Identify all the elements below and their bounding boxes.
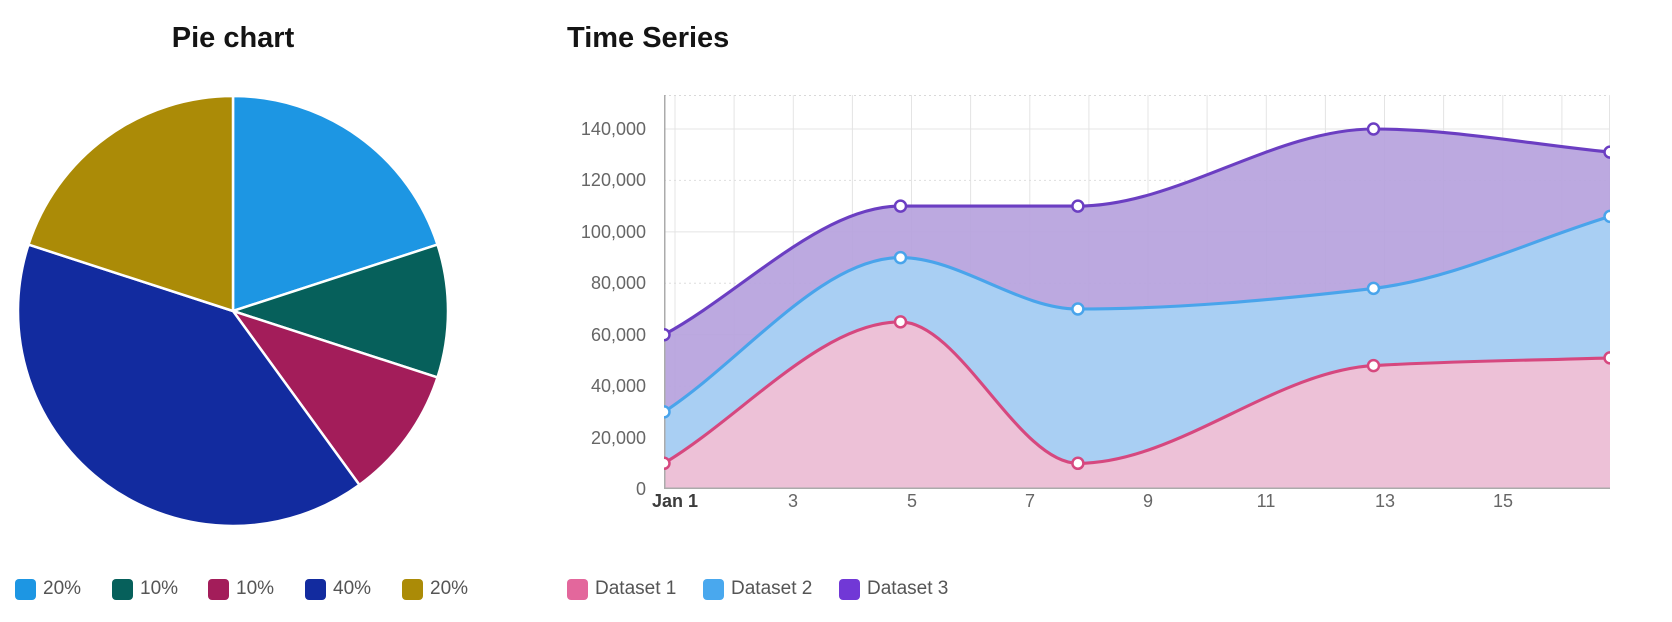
legend-swatch: [305, 578, 326, 600]
legend-swatch: [567, 578, 588, 600]
dataset-2-point-marker[interactable]: [893, 250, 908, 265]
legend-label: Dataset 1: [595, 578, 677, 599]
dataset-2-point-marker[interactable]: [664, 405, 671, 419]
legend-label: 20%: [43, 578, 82, 599]
series-legend-item-1[interactable]: Dataset 1: [567, 578, 676, 600]
pie-legend-item-4[interactable]: 40%: [305, 578, 371, 600]
legend-label: 10%: [140, 578, 179, 599]
legend-swatch: [112, 578, 133, 600]
y-axis-tick-label: 40,000: [590, 376, 646, 396]
legend-swatch: [402, 578, 423, 600]
pie-legend-item-5[interactable]: 20%: [402, 578, 468, 600]
legend-swatch: [208, 578, 229, 600]
dataset-3-point-marker[interactable]: [893, 199, 908, 213]
legend-swatch: [839, 578, 860, 600]
pie-legend-item-3[interactable]: 10%: [208, 578, 274, 600]
x-axis-tick-label: 13: [1374, 491, 1396, 511]
x-axis-tick-label: 11: [1256, 491, 1276, 511]
dataset-3-point-marker[interactable]: [1071, 199, 1085, 213]
y-axis-tick-label: 0: [635, 479, 646, 499]
dataset-2-point-marker[interactable]: [1366, 281, 1381, 296]
x-axis-tick-label: 7: [1024, 491, 1035, 511]
time-series-title: Time Series: [567, 22, 730, 54]
y-axis-tick-label: 140,000: [580, 119, 646, 139]
pie-slice-4[interactable]: [16, 243, 361, 528]
legend-swatch: [703, 578, 724, 600]
legend-label: 40%: [333, 578, 372, 599]
legend-label: Dataset 2: [731, 578, 813, 599]
dataset-1-point-marker[interactable]: [1071, 456, 1085, 471]
y-axis-tick-label: 80,000: [590, 273, 646, 293]
pie-chart-title: Pie chart: [171, 22, 295, 54]
y-axis-tick-label: 60,000: [590, 325, 646, 345]
dataset-1-point-marker[interactable]: [1603, 351, 1611, 365]
pie-slice-3[interactable]: [231, 309, 439, 487]
dataset-1-point-marker[interactable]: [1366, 358, 1381, 373]
y-axis-tick-label: 100,000: [580, 222, 646, 242]
dataset-3-line: [664, 127, 1610, 337]
dataset-3-point-marker[interactable]: [664, 327, 671, 342]
x-axis-tick-label: 9: [1142, 491, 1153, 511]
dataset-1-point-marker[interactable]: [893, 315, 908, 329]
pie-chart: [16, 94, 450, 528]
x-axis-tick-label: Jan 1: [651, 491, 699, 511]
legend-swatch: [15, 578, 36, 600]
x-axis-tick-label: 3: [787, 491, 798, 511]
time-series-plot: [664, 95, 1610, 489]
pie-legend-item-2[interactable]: 10%: [112, 578, 178, 600]
dataset-2-point-marker[interactable]: [1071, 302, 1085, 316]
legend-label: 10%: [236, 578, 275, 599]
dataset-3-point-marker[interactable]: [1366, 122, 1381, 136]
legend-label: Dataset 3: [867, 578, 949, 599]
pie-slice-5[interactable]: [27, 94, 235, 313]
pie-legend-item-1[interactable]: 20%: [15, 578, 81, 600]
series-legend-item-2[interactable]: Dataset 2: [703, 578, 812, 600]
y-axis-tick-label: 20,000: [590, 428, 646, 448]
series-legend-item-3[interactable]: Dataset 3: [839, 578, 948, 600]
dataset-3-point-marker[interactable]: [1603, 145, 1611, 159]
x-axis-tick-label: 15: [1492, 491, 1514, 511]
x-axis-tick-label: 5: [906, 491, 917, 511]
legend-label: 20%: [430, 578, 469, 599]
pie-slice-1[interactable]: [231, 94, 439, 313]
dataset-1-point-marker[interactable]: [664, 456, 671, 471]
dataset-2-point-marker[interactable]: [1603, 209, 1611, 224]
dataset-1-area: [664, 321, 1610, 489]
y-axis-tick-label: 120,000: [580, 170, 646, 190]
pie-slice-2[interactable]: [231, 243, 450, 379]
